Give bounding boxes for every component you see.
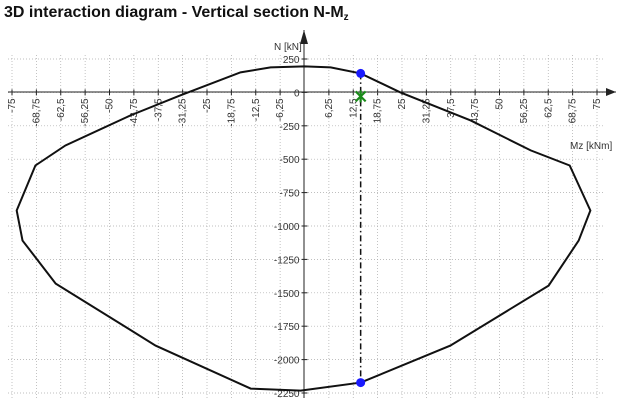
y-tick-label: -250 (279, 122, 299, 133)
x-tick-label: 56,25 (519, 98, 530, 123)
x-tick-label: -75 (7, 98, 18, 113)
x-tick-label: -43,75 (129, 98, 140, 127)
x-tick-label: 68,75 (568, 98, 579, 123)
x-tick-label: -50 (105, 98, 116, 113)
x-tick-label: -62,5 (56, 98, 67, 121)
x-axis-label: Mz [kNm] (570, 141, 612, 152)
y-tick-label: -500 (279, 155, 299, 166)
x-tick-label: 18,75 (373, 98, 384, 123)
section-point (356, 378, 366, 388)
plot: -75 -68,75 -62,5 -56,25 -50 -43,75 -37,5 -31,25… (7, 55, 603, 400)
x-tick-label: 6,25 (324, 98, 335, 118)
x-tick-label: -68,75 (31, 98, 42, 127)
x-tick-label: -12,5 (251, 98, 262, 121)
y-arrow (300, 30, 308, 44)
y-tick-label: -1000 (274, 222, 300, 233)
x-tick-label: 62,5 (543, 98, 554, 118)
x-tick-label: 31,25 (421, 98, 432, 123)
x-tick-label: -25 (202, 98, 213, 113)
x-tick-label: 12,5 (348, 98, 359, 118)
x-tick-label: 25 (397, 98, 408, 110)
y-tick-label: 250 (283, 55, 300, 66)
load-point (354, 90, 367, 103)
y-tick-label: 0 (294, 88, 300, 99)
x-tick-label: 50 (495, 98, 506, 110)
x-tick-label: -18,75 (226, 98, 237, 127)
x-tick-label: -6,25 (275, 98, 286, 121)
x-tick-label: -56,25 (80, 98, 91, 127)
y-tick-label: -2250 (274, 389, 300, 400)
section-point (356, 68, 366, 78)
y-tick-label: -1750 (274, 322, 300, 333)
y-tick-label: -750 (279, 189, 299, 200)
y-tick-label: -1500 (274, 289, 300, 300)
x-tick-label: -37,5 (153, 98, 164, 121)
x-tick-label: 43,75 (470, 98, 481, 123)
interaction-curve (15, 65, 592, 392)
x-tick-label: 75 (592, 98, 603, 110)
y-axis-label: N [kN] (274, 42, 302, 53)
y-tick-label: -1250 (274, 255, 300, 266)
title-main: 3D interaction diagram - Vertical sectio… (4, 4, 344, 21)
y-tick-label: -2000 (274, 356, 300, 367)
chart-title: 3D interaction diagram - Vertical sectio… (4, 4, 349, 23)
x-tick-label: -31,25 (178, 98, 189, 127)
grid (8, 55, 604, 398)
x-arrow (606, 88, 616, 96)
x-tick-label: 37,5 (446, 98, 457, 118)
title-subscript: z (344, 12, 349, 23)
